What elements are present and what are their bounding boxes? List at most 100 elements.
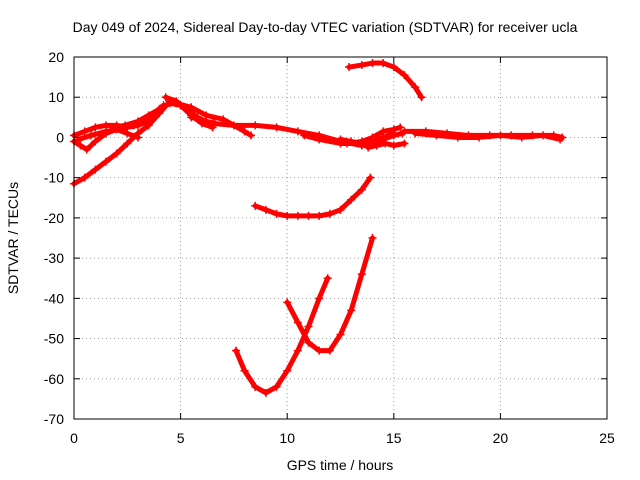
data-point	[475, 133, 484, 142]
data-point	[496, 131, 505, 140]
data-point	[202, 111, 211, 120]
data-point	[336, 330, 345, 339]
data-point	[229, 121, 238, 130]
data-point	[453, 133, 462, 142]
data-point	[357, 185, 366, 194]
data-point	[556, 135, 565, 144]
data-point	[80, 173, 89, 182]
plot-frame	[73, 56, 608, 420]
data-point	[251, 121, 260, 130]
y-tick-label: 0	[56, 129, 64, 145]
data-point	[400, 127, 409, 136]
data-point	[315, 211, 324, 220]
data-point	[432, 131, 441, 140]
data-point	[261, 205, 270, 214]
data-point	[187, 103, 196, 112]
y-tick-label: -60	[44, 371, 64, 387]
data-point	[123, 139, 132, 148]
data-point	[155, 105, 164, 114]
tick-labels: 0 5 10 15 20 25 -70 -60 -50 -40 -30 -20 -10 0 10 20	[44, 49, 615, 446]
data-point	[232, 346, 241, 355]
y-tick-label: -50	[44, 331, 64, 347]
data-point	[366, 173, 375, 182]
chart-title: Day 049 of 2024, Sidereal Day-to-day VTE…	[73, 19, 578, 35]
data-point	[325, 346, 334, 355]
data-point	[325, 209, 334, 218]
x-axis-label: GPS time / hours	[287, 457, 394, 473]
data-point	[240, 127, 249, 136]
y-tick-label: 20	[48, 49, 64, 65]
x-tick-label: 15	[386, 430, 402, 446]
data-point	[91, 123, 100, 132]
data-point	[283, 298, 292, 307]
data-point	[246, 131, 255, 140]
data-point	[144, 111, 153, 120]
data-point	[240, 366, 249, 375]
series-line	[233, 275, 331, 396]
data-point	[304, 322, 313, 331]
data-point	[101, 157, 110, 166]
data-point	[357, 270, 366, 279]
data-point	[283, 211, 292, 220]
series-arc-peak-3	[172, 99, 255, 140]
x-tick-label: 20	[493, 430, 509, 446]
data-point	[304, 211, 313, 220]
data-point	[368, 234, 377, 242]
x-tick-label: 25	[599, 430, 615, 446]
y-tick-label: -30	[44, 250, 64, 266]
data-point	[101, 127, 110, 136]
data-point	[80, 127, 89, 136]
data-point	[381, 139, 390, 148]
series-arc-daytime	[187, 113, 366, 150]
data-point	[357, 141, 366, 150]
data-point	[336, 205, 345, 214]
data-point	[411, 83, 420, 92]
data-point	[112, 149, 121, 158]
data-point	[272, 382, 281, 391]
data-point	[368, 59, 377, 68]
series-arc-high	[345, 59, 426, 102]
data-point	[272, 209, 281, 218]
data-point	[251, 201, 260, 210]
grid	[74, 57, 607, 419]
data-point	[347, 195, 356, 204]
data-point	[172, 99, 181, 108]
data-point	[165, 97, 174, 106]
data-series	[70, 59, 567, 397]
data-point	[400, 139, 409, 148]
data-point	[261, 388, 270, 397]
data-point	[91, 165, 100, 174]
data-point	[108, 123, 117, 132]
data-point	[87, 131, 96, 140]
data-point	[336, 135, 345, 144]
data-point	[283, 366, 292, 375]
y-axis-label: SDTVAR / TECUs	[5, 182, 21, 294]
series-arc-deep-2	[283, 234, 377, 355]
data-point	[372, 141, 381, 150]
data-point	[400, 71, 409, 80]
data-point	[293, 211, 302, 220]
y-tick-label: -20	[44, 210, 64, 226]
data-point	[342, 139, 351, 148]
data-point	[357, 61, 366, 70]
data-point	[133, 117, 142, 126]
series-arc-afternoon-5	[364, 139, 409, 152]
data-point	[315, 294, 324, 303]
data-point	[82, 145, 91, 154]
data-point	[539, 131, 548, 140]
data-point	[364, 143, 373, 152]
data-point	[417, 93, 426, 102]
data-point	[121, 121, 130, 130]
data-point	[76, 141, 85, 150]
y-tick-label: -10	[44, 170, 64, 186]
data-point	[187, 113, 196, 122]
x-tick-label: 0	[70, 430, 78, 446]
data-point	[389, 141, 398, 150]
axis-ticks	[73, 56, 608, 420]
data-point	[300, 131, 309, 140]
data-point	[91, 137, 100, 146]
data-point	[293, 346, 302, 355]
data-point	[379, 127, 388, 136]
